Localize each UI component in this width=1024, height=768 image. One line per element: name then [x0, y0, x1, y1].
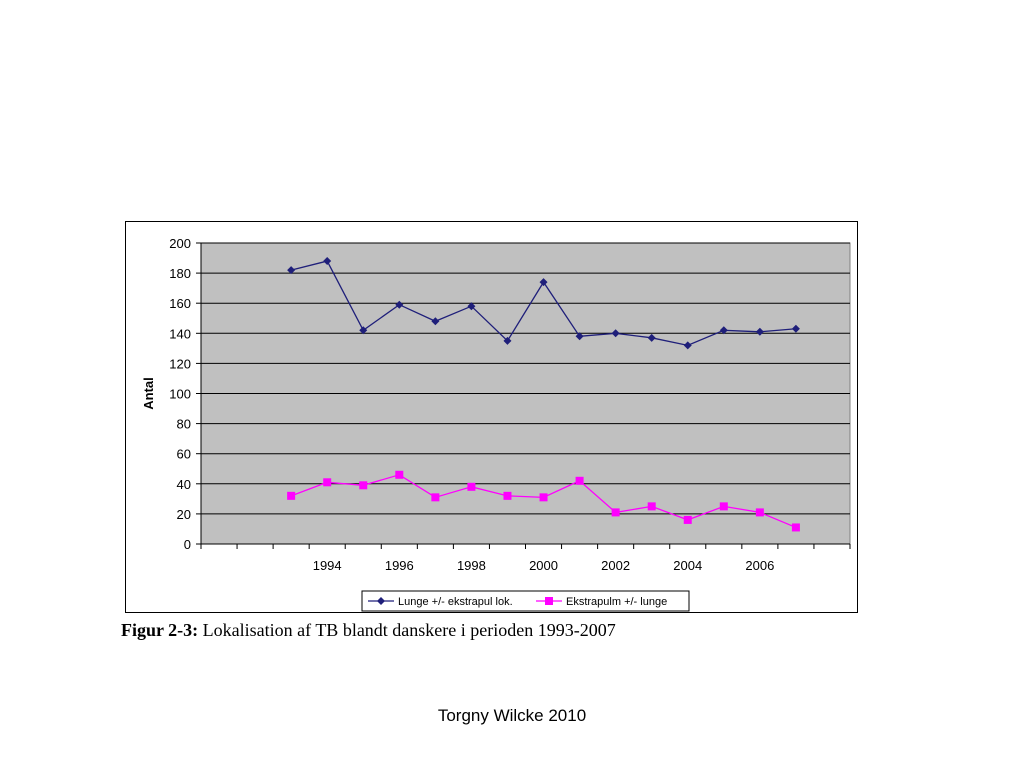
data-point-diamond [683, 341, 692, 350]
y-tick-label: 40 [177, 477, 191, 492]
y-tick-label: 140 [169, 326, 191, 341]
x-tick-label: 2000 [529, 558, 558, 573]
y-tick-label: 100 [169, 387, 191, 402]
data-point-diamond [791, 324, 800, 333]
data-point-square [719, 502, 728, 511]
data-point-square [683, 515, 692, 524]
data-point-diamond [611, 329, 620, 338]
y-tick-label: 80 [177, 417, 191, 432]
legend-marker-diamond [377, 597, 385, 605]
data-point-diamond [719, 326, 728, 335]
legend-box [361, 590, 690, 612]
data-point-square [575, 476, 584, 485]
x-tick-label: 1994 [313, 558, 342, 573]
legend-label: Ekstrapulm +/- lunge [566, 596, 667, 608]
figure-caption: Figur 2-3: Lokalisation af TB blandt dan… [121, 620, 616, 641]
y-tick-label: 20 [177, 507, 191, 522]
line-chart: 0 20 40 60 80 100 120 140 160 180 200 1994 1996 1998 2… [141, 236, 851, 612]
x-tick-label: 2006 [745, 558, 774, 573]
data-point-diamond [323, 257, 332, 266]
data-point-square [647, 502, 656, 511]
data-point-diamond [359, 326, 368, 335]
y-tick-label: 0 [184, 537, 191, 552]
x-tick-label: 1996 [385, 558, 414, 573]
data-point-diamond [395, 300, 404, 309]
data-point-diamond [755, 327, 764, 336]
data-point-square [323, 478, 332, 487]
data-point-square [791, 523, 800, 532]
chart-frame: 0 20 40 60 80 100 120 140 160 180 200 1994 1996 1998 2… [125, 221, 858, 613]
data-point-square [467, 482, 476, 491]
y-axis-title: Antal [141, 377, 156, 410]
y-tick-label: 160 [169, 296, 191, 311]
data-point-square [503, 491, 512, 500]
data-point-diamond [431, 317, 440, 326]
data-point-diamond [575, 332, 584, 341]
x-tick-label: 1998 [457, 558, 486, 573]
data-point-diamond [539, 278, 548, 287]
data-point-diamond [503, 336, 512, 345]
legend-label: Lunge +/- ekstrapul lok. [398, 596, 513, 608]
data-point-square [287, 491, 296, 500]
caption-label: Figur 2-3: [121, 620, 199, 640]
x-tick-label: 2004 [673, 558, 702, 573]
data-point-square [611, 508, 620, 517]
data-point-diamond [467, 302, 476, 311]
data-point-square [395, 470, 404, 479]
y-tick-label: 60 [177, 447, 191, 462]
caption-text: Lokalisation af TB blandt danskere i per… [202, 620, 616, 640]
data-point-square [539, 493, 548, 502]
y-tick-label: 180 [169, 266, 191, 281]
y-tick-label: 120 [169, 356, 191, 371]
data-point-square [431, 493, 440, 502]
x-tick-label: 2002 [601, 558, 630, 573]
data-point-diamond [287, 266, 296, 275]
y-tick-label: 200 [169, 236, 191, 251]
legend-marker-square [545, 597, 553, 605]
author-footer: Torgny Wilcke 2010 [437, 706, 587, 725]
data-point-square [359, 481, 368, 490]
data-point-square [755, 508, 764, 517]
data-point-diamond [647, 333, 656, 342]
